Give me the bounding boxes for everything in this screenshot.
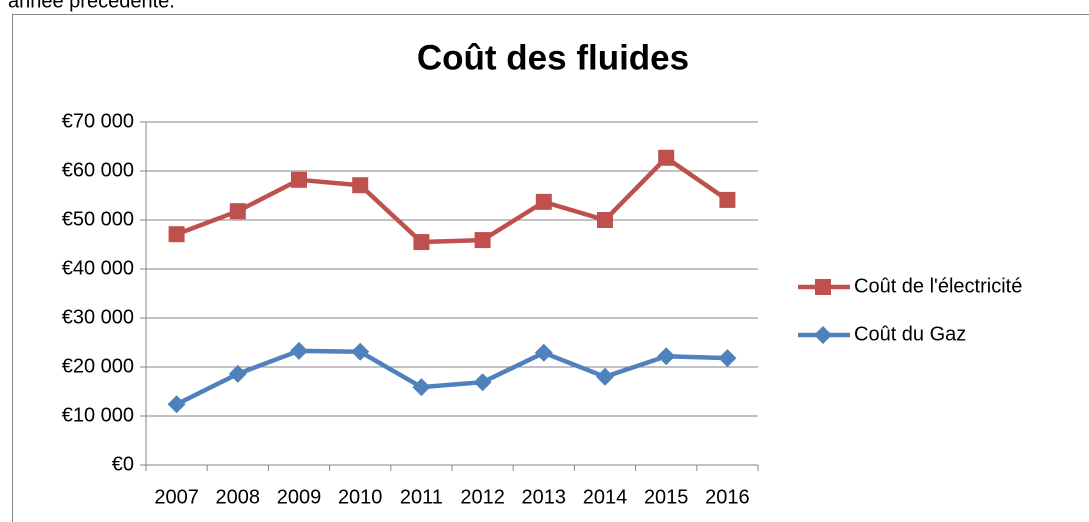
legend-label: Coût du Gaz: [854, 323, 966, 345]
y-tick-label: €30 000: [62, 306, 134, 328]
y-tick-label: €20 000: [62, 355, 134, 377]
x-tick-label: 2008: [216, 486, 261, 508]
x-tick-label: 2011: [400, 486, 443, 508]
x-tick-label: 2009: [277, 486, 322, 508]
marker: [596, 367, 614, 386]
marker: [597, 212, 613, 228]
x-tick-label: 2012: [460, 486, 505, 508]
marker: [412, 378, 431, 397]
marker: [814, 326, 832, 344]
x-tick-label: 2016: [705, 486, 750, 508]
x-tick-label: 2015: [644, 486, 689, 508]
y-tick-label: €50 000: [62, 208, 134, 230]
legend-label: Coût de l'électricité: [854, 275, 1022, 297]
series-line: [175, 348, 728, 407]
y-tick-label: €60 000: [62, 159, 134, 181]
chart-title: Coût des fluides: [417, 38, 689, 77]
marker: [474, 232, 491, 249]
marker: [535, 193, 552, 210]
series-line: [175, 155, 729, 245]
marker: [290, 341, 308, 360]
marker: [534, 343, 553, 362]
y-tick-label: €0: [112, 453, 134, 475]
x-tick-label: 2013: [522, 486, 567, 508]
marker: [351, 342, 370, 361]
marker: [658, 149, 675, 166]
marker: [168, 226, 185, 243]
marker: [229, 203, 246, 220]
marker: [352, 177, 369, 194]
marker: [167, 395, 186, 414]
marker: [291, 171, 307, 188]
chart-frame: [12, 14, 1089, 522]
y-tick-label: €10 000: [62, 404, 134, 426]
marker: [719, 191, 736, 208]
marker: [657, 347, 676, 366]
x-tick-label: 2007: [154, 486, 199, 508]
marker: [473, 373, 492, 392]
y-tick-label: €40 000: [62, 257, 134, 279]
x-tick-label: 2010: [338, 486, 383, 508]
caption: année précédente.: [8, 0, 175, 12]
marker: [413, 234, 430, 251]
y-tick-label: €70 000: [62, 110, 134, 132]
marker: [228, 364, 247, 383]
marker: [815, 279, 831, 295]
marker: [718, 349, 737, 368]
x-tick-label: 2014: [583, 486, 628, 508]
